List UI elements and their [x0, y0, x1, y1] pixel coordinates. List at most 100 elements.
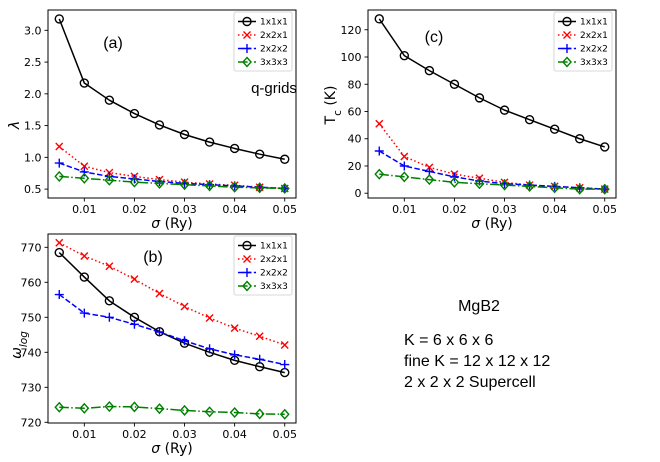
legend-marker: [242, 16, 252, 27]
data-point-1x1x1: [54, 14, 64, 24]
y-axis-label-part: λ: [7, 121, 23, 130]
data-point-1x1x1: [79, 272, 90, 282]
data-point-3x3x3: [254, 408, 265, 420]
data-point-2x2x1: [55, 238, 64, 247]
data-point-1x1x1: [524, 114, 535, 125]
y-axis-label-part: c: [332, 110, 344, 116]
data-point-1x1x1: [254, 149, 265, 159]
data-point-2x2x2: [154, 327, 164, 337]
data-point-1x1x1: [280, 154, 290, 164]
legend-label: 2x2x2: [580, 45, 608, 55]
legend-marker: [242, 280, 252, 292]
data-point-2x2x1: [155, 289, 164, 298]
data-point-1x1x1: [399, 50, 410, 61]
legend-frame: [233, 235, 293, 296]
data-point-3x3x3: [279, 182, 290, 195]
k-grid-note: K = 6 x 6 x 6: [404, 332, 493, 349]
series-line-2x2x2: [378, 150, 605, 190]
legend-entry: 2x2x2: [558, 44, 608, 55]
x-tick-label: 0.05: [592, 203, 617, 216]
legend-entry: 2x2x1: [238, 255, 288, 265]
legend-frame: [233, 11, 293, 72]
legend-entry: 2x2x1: [238, 31, 288, 41]
data-point-3x3x3: [449, 176, 460, 188]
data-point-2x2x1: [130, 275, 139, 284]
data-point-3x3x3: [179, 179, 190, 191]
y-axis-label: λ: [7, 121, 23, 130]
data-point-2x2x1: [205, 314, 214, 322]
series-1x1x1: [54, 14, 290, 164]
x-axis-label: σ (Ry): [471, 216, 513, 232]
q-grids-annotation: q-grids: [251, 80, 297, 97]
legend-entry: 1x1x1: [558, 16, 608, 28]
y-axis-label: Tc (K): [323, 86, 344, 126]
data-point-2x2x1: [375, 119, 384, 128]
legend-label: 2x2x2: [260, 269, 288, 279]
x-tick-label: 0.03: [492, 203, 517, 216]
y-tick-label: 720: [21, 416, 42, 429]
y-axis-label-part: T: [323, 115, 339, 125]
panel-label: (c): [425, 29, 444, 46]
legend-entry: 2x2x2: [238, 268, 288, 279]
y-axis-label: ωlog: [9, 331, 30, 359]
supercell-note: 2 x 2 x 2 Supercell: [404, 374, 536, 391]
plots: 0.01 0.02 0.03 0.04 0.05 0.5 1.0 1.5 2.0 2.5 3.0 σ …: [7, 9, 617, 457]
data-point-1x1x1: [574, 134, 585, 144]
legend-entry: 3x3x3: [558, 56, 608, 68]
data-point-3x3x3: [179, 404, 190, 416]
data-point-3x3x3: [154, 403, 165, 415]
axes-frame: [47, 9, 297, 199]
legend-marker: [243, 255, 251, 263]
data-point-2x2x1: [105, 262, 114, 271]
data-point-3x3x3: [399, 171, 410, 183]
fine-k-grid-note: fine K = 12 x 12 x 12: [404, 353, 550, 370]
legend-label: 3x3x3: [260, 58, 288, 68]
x-axis-label-part: (Ry): [480, 216, 513, 232]
panel-label: (a): [103, 35, 123, 52]
x-tick-label: 0.02: [122, 203, 147, 216]
x-tick-label: 0.02: [442, 203, 467, 216]
data-point-1x1x1: [129, 108, 140, 119]
legend-entry: 1x1x1: [238, 240, 288, 252]
legend-label: 2x2x1: [580, 31, 608, 41]
data-point-3x3x3: [229, 406, 240, 419]
legend-marker: [562, 16, 572, 27]
series-1x1x1: [374, 14, 610, 152]
panel-a: 0.01 0.02 0.03 0.04 0.05 0.5 1.0 1.5 2.0 2.5 3.0 σ …: [7, 9, 297, 232]
calculation-notes: MgB2 K = 6 x 6 x 6 fine K = 12 x 12 x 12…: [404, 298, 550, 391]
y-tick-label: 0: [355, 187, 362, 200]
legend-label: 1x1x1: [260, 242, 288, 252]
x-tick-label: 0.04: [542, 203, 567, 216]
legend-marker: [243, 31, 251, 39]
y-axis-label-part: ω: [9, 347, 25, 359]
data-point-1x1x1: [154, 120, 165, 130]
y-axis-label-part: log: [18, 331, 30, 347]
data-point-1x1x1: [54, 247, 64, 258]
data-point-2x2x2: [205, 344, 215, 354]
data-point-3x3x3: [279, 408, 290, 420]
data-point-1x1x1: [600, 142, 610, 152]
y-tick-label: 770: [21, 241, 42, 254]
data-point-2x2x2: [230, 350, 240, 360]
data-point-1x1x1: [549, 124, 560, 134]
data-point-2x2x2: [129, 174, 139, 184]
legend-entry: 2x2x2: [238, 44, 288, 55]
data-point-3x3x3: [79, 172, 90, 184]
data-point-3x3x3: [54, 170, 65, 182]
data-point-2x2x1: [55, 142, 64, 151]
data-point-1x1x1: [79, 78, 90, 88]
data-point-2x2x2: [280, 360, 290, 370]
series-2x2x1: [55, 238, 289, 349]
series-3x3x3: [54, 400, 290, 420]
legend: 1x1x1 2x2x1 2x2x2 3x3x3: [553, 11, 613, 72]
legend-entry: 3x3x3: [238, 56, 288, 68]
series-line-3x3x3: [379, 173, 605, 190]
data-point-3x3x3: [204, 406, 215, 418]
data-point-3x3x3: [499, 179, 510, 191]
y-tick-label: 3.0: [24, 24, 42, 37]
series-line-3x3x3: [59, 175, 285, 190]
data-point-3x3x3: [524, 180, 535, 192]
y-axis-label-part: (K): [323, 86, 339, 111]
y-tick-label: 20: [348, 160, 362, 173]
y-tick-label: 740: [21, 346, 42, 359]
